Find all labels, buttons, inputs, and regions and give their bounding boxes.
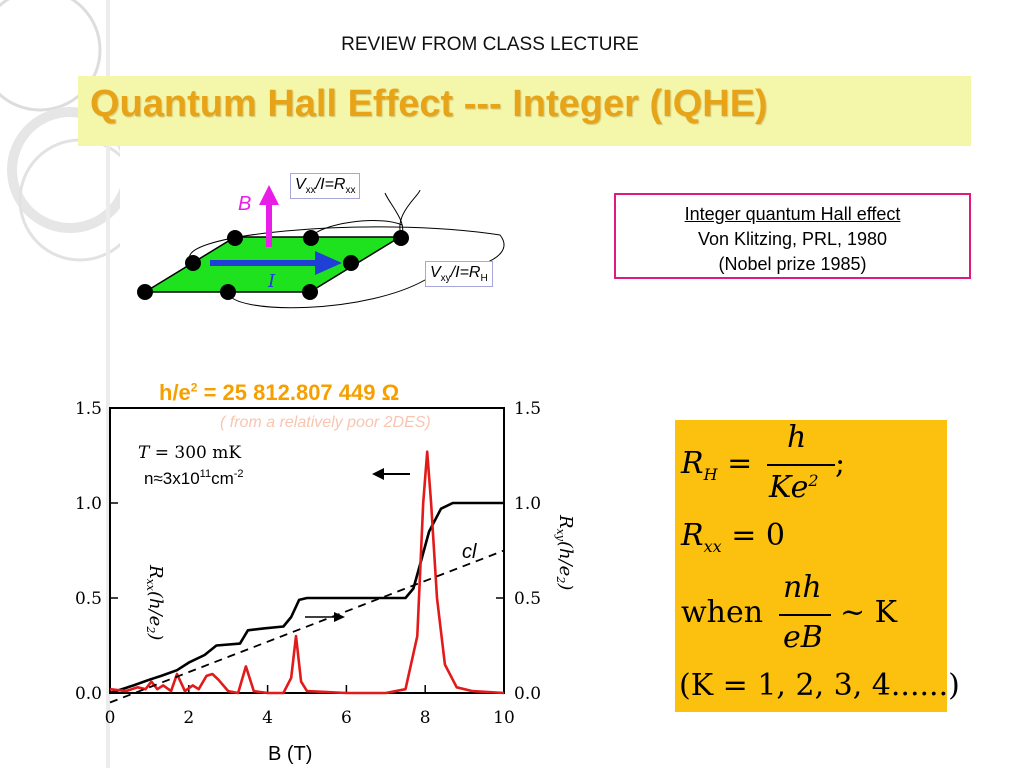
series-cl xyxy=(109,549,505,704)
classical-label: cl xyxy=(462,541,477,563)
y-tick-label-left: 0.5 xyxy=(75,589,102,609)
rh-lhs: RH = xyxy=(681,446,753,484)
i-label: I xyxy=(267,271,276,292)
y-tick-label-left: 1.0 xyxy=(75,494,102,514)
reference-box: Integer quantum Hall effect Von Klitzing… xyxy=(614,193,971,279)
page-title: Quantum Hall Effect --- Integer (IQHE) xyxy=(90,83,768,125)
current-arrow xyxy=(315,251,342,275)
sample-note: ( from a relatively poor 2DES) xyxy=(220,414,431,431)
hall-bar-schematic: B I xyxy=(137,185,505,309)
field-arrow xyxy=(259,185,279,205)
when-label: when xyxy=(681,595,764,630)
y-tick-label-right: 0.0 xyxy=(514,684,541,704)
rh-fraction-bar xyxy=(767,464,835,466)
wire-vxx xyxy=(309,192,404,239)
rh-numerator: h xyxy=(787,420,807,455)
vxx-label: Vxx/I=Rxx xyxy=(290,173,361,200)
reference-nobel: (Nobel prize 1985) xyxy=(718,254,867,274)
x-tick-label: 4 xyxy=(262,708,273,728)
temperature-annotation: T = 300 mK xyxy=(138,443,241,463)
contact xyxy=(185,255,201,271)
b-label: B xyxy=(238,193,251,215)
contact xyxy=(227,230,243,246)
y-axis-label-left: Rxx(h/e2) xyxy=(144,564,166,640)
y-tick-label-left: 1.5 xyxy=(75,399,102,419)
x-tick-label: 2 xyxy=(183,708,194,728)
title-band xyxy=(78,76,971,146)
when-tail: ~ K xyxy=(840,595,898,630)
qhe-chart: 0 2 4 6 8 10 0.0 0.5 1.0 1.5 0.0 0.5 1.0 1.5 T = 300 … xyxy=(75,399,576,765)
series-rxy xyxy=(109,501,504,695)
y-tick-label-left: 0.0 xyxy=(75,684,102,704)
contact xyxy=(220,284,236,300)
vxy-label: Vxy/I=RH xyxy=(425,261,493,288)
when-numerator: nh xyxy=(783,570,822,605)
when-fraction-bar xyxy=(779,614,831,616)
rxx-equation: Rxx = 0 xyxy=(681,518,785,556)
reference-citation: Von Klitzing, PRL, 1980 xyxy=(697,229,888,249)
x-tick-label: 8 xyxy=(420,708,431,728)
k-values: (K = 1, 2, 3, 4......) xyxy=(679,668,960,703)
formula-box: RH = h Ke2 ; Rxx = 0 when nh eB ~ K (K =… xyxy=(675,420,960,712)
density-annotation: n≈3x1011cm-2 xyxy=(144,468,244,488)
y-tick-label-right: 1.0 xyxy=(514,494,541,514)
contact xyxy=(137,284,153,300)
von-klitzing-constant: h/e2 = 25 812.807 449 Ω xyxy=(159,380,400,405)
y-tick-label-right: 1.5 xyxy=(514,399,541,419)
x-tick-label: 10 xyxy=(493,708,515,728)
contact xyxy=(302,284,318,300)
contact xyxy=(343,255,359,271)
when-denominator: eB xyxy=(783,620,823,655)
reference-title: Integer quantum Hall effect xyxy=(684,204,901,224)
wire-vxy xyxy=(227,276,431,309)
rh-denominator: Ke2 xyxy=(769,470,819,505)
x-tick-label: 0 xyxy=(105,708,116,728)
series-rxx xyxy=(109,450,505,695)
review-label: REVIEW FROM CLASS LECTURE xyxy=(341,34,639,55)
y-tick-label-right: 0.5 xyxy=(514,589,541,609)
y-axis-label-right: Rxy(h/e2) xyxy=(554,514,576,590)
x-axis-label: B (T) xyxy=(268,743,312,765)
contact xyxy=(393,230,409,246)
rh-semicolon: ; xyxy=(835,446,846,481)
x-tick-label: 6 xyxy=(341,708,352,728)
contact xyxy=(303,230,319,246)
